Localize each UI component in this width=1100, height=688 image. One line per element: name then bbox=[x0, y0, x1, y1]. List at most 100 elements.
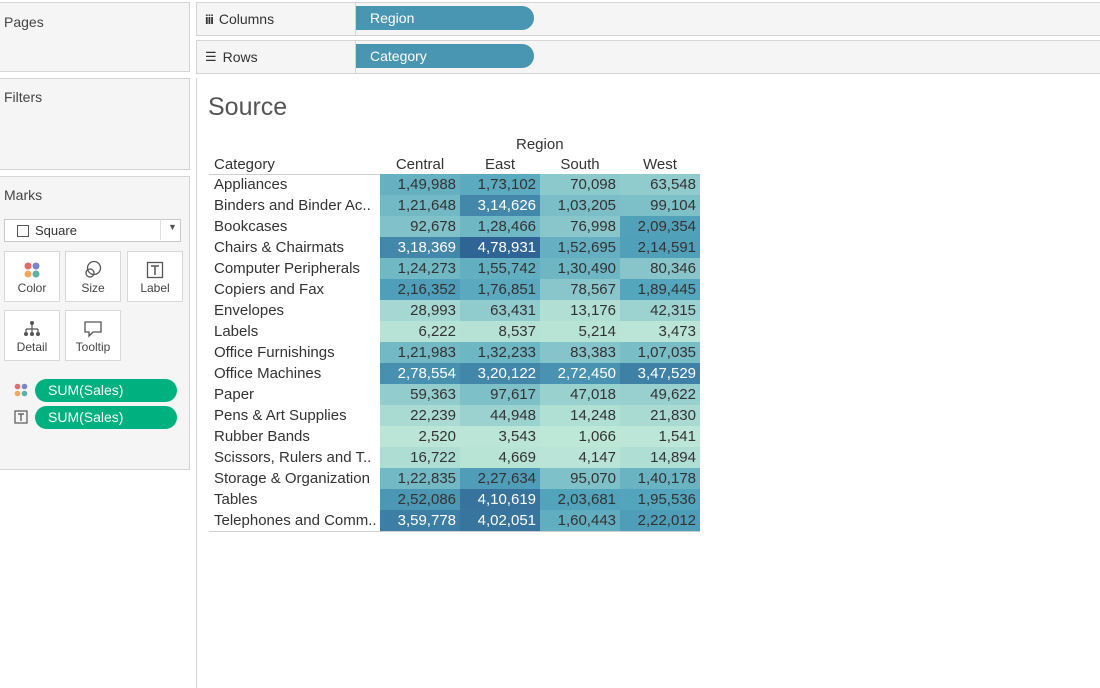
category-pill[interactable]: Category bbox=[356, 44, 534, 68]
table-cell[interactable]: 80,346 bbox=[620, 258, 700, 279]
row-header[interactable]: Copiers and Fax bbox=[214, 281, 325, 298]
table-cell[interactable]: 1,28,466 bbox=[460, 216, 540, 237]
table-cell[interactable]: 4,669 bbox=[460, 447, 540, 468]
row-header[interactable]: Pens & Art Supplies bbox=[214, 407, 347, 424]
table-cell[interactable]: 3,20,122 bbox=[460, 363, 540, 384]
columns-shelf[interactable]: iii Columns Region bbox=[196, 2, 1100, 36]
table-cell[interactable]: 1,89,445 bbox=[620, 279, 700, 300]
table-cell[interactable]: 1,95,536 bbox=[620, 489, 700, 510]
column-header-east[interactable]: East bbox=[484, 156, 515, 173]
table-cell[interactable]: 4,78,931 bbox=[460, 237, 540, 258]
label-button[interactable]: Label bbox=[127, 251, 183, 302]
size-button[interactable]: Size bbox=[65, 251, 121, 302]
row-header[interactable]: Chairs & Chairmats bbox=[214, 239, 345, 256]
table-cell[interactable]: 2,16,352 bbox=[380, 279, 460, 300]
color-button[interactable]: Color bbox=[4, 251, 60, 302]
row-header[interactable]: Envelopes bbox=[214, 302, 285, 319]
table-cell[interactable]: 21,830 bbox=[620, 405, 700, 426]
table-cell[interactable]: 1,55,742 bbox=[460, 258, 540, 279]
table-cell[interactable]: 63,431 bbox=[460, 300, 540, 321]
table-cell[interactable]: 70,098 bbox=[540, 174, 620, 195]
row-header[interactable]: Bookcases bbox=[214, 218, 288, 235]
table-cell[interactable]: 1,73,102 bbox=[460, 174, 540, 195]
table-cell[interactable]: 2,22,012 bbox=[620, 510, 700, 531]
table-cell[interactable]: 1,07,035 bbox=[620, 342, 700, 363]
table-cell[interactable]: 2,14,591 bbox=[620, 237, 700, 258]
row-header[interactable]: Binders and Binder Ac.. bbox=[214, 197, 371, 214]
mark-type-dropdown[interactable]: Square ▼ bbox=[4, 219, 181, 242]
table-cell[interactable]: 3,14,626 bbox=[460, 195, 540, 216]
table-cell[interactable]: 76,998 bbox=[540, 216, 620, 237]
table-cell[interactable]: 2,520 bbox=[380, 426, 460, 447]
table-cell[interactable]: 1,60,443 bbox=[540, 510, 620, 531]
region-pill[interactable]: Region bbox=[356, 6, 534, 30]
row-header[interactable]: Computer Peripherals bbox=[214, 260, 360, 277]
table-cell[interactable]: 1,30,490 bbox=[540, 258, 620, 279]
table-cell[interactable]: 59,363 bbox=[380, 384, 460, 405]
table-cell[interactable]: 4,10,619 bbox=[460, 489, 540, 510]
table-cell[interactable]: 78,567 bbox=[540, 279, 620, 300]
table-cell[interactable]: 3,18,369 bbox=[380, 237, 460, 258]
table-cell[interactable]: 83,383 bbox=[540, 342, 620, 363]
table-cell[interactable]: 2,09,354 bbox=[620, 216, 700, 237]
table-cell[interactable]: 2,72,450 bbox=[540, 363, 620, 384]
table-cell[interactable]: 16,722 bbox=[380, 447, 460, 468]
table-cell[interactable]: 14,248 bbox=[540, 405, 620, 426]
table-cell[interactable]: 95,070 bbox=[540, 468, 620, 489]
table-cell[interactable]: 1,76,851 bbox=[460, 279, 540, 300]
table-cell[interactable]: 47,018 bbox=[540, 384, 620, 405]
table-cell[interactable]: 1,32,233 bbox=[460, 342, 540, 363]
table-cell[interactable]: 14,894 bbox=[620, 447, 700, 468]
pages-panel[interactable]: Pages bbox=[0, 2, 190, 72]
table-cell[interactable]: 22,239 bbox=[380, 405, 460, 426]
columns-drop-area[interactable]: Region bbox=[355, 3, 1100, 35]
table-cell[interactable]: 1,541 bbox=[620, 426, 700, 447]
table-cell[interactable]: 2,78,554 bbox=[380, 363, 460, 384]
table-cell[interactable]: 49,622 bbox=[620, 384, 700, 405]
view-canvas[interactable]: Source Region Category Central East South W… bbox=[196, 78, 1100, 688]
filters-panel[interactable]: Filters bbox=[0, 78, 190, 170]
row-header[interactable]: Telephones and Comm.. bbox=[214, 512, 377, 529]
tooltip-button[interactable]: Tooltip bbox=[65, 310, 121, 361]
row-header[interactable]: Storage & Organization bbox=[214, 470, 370, 487]
table-cell[interactable]: 1,52,695 bbox=[540, 237, 620, 258]
table-cell[interactable]: 2,27,634 bbox=[460, 468, 540, 489]
row-header[interactable]: Scissors, Rulers and T.. bbox=[214, 449, 372, 466]
table-cell[interactable]: 3,543 bbox=[460, 426, 540, 447]
table-cell[interactable]: 28,993 bbox=[380, 300, 460, 321]
row-header[interactable]: Tables bbox=[214, 491, 258, 508]
table-cell[interactable]: 1,24,273 bbox=[380, 258, 460, 279]
table-cell[interactable]: 1,21,983 bbox=[380, 342, 460, 363]
table-cell[interactable]: 1,22,835 bbox=[380, 468, 460, 489]
table-cell[interactable]: 5,214 bbox=[540, 321, 620, 342]
column-header-west[interactable]: West bbox=[643, 156, 677, 173]
row-header[interactable]: Paper bbox=[214, 386, 255, 403]
row-header[interactable]: Appliances bbox=[214, 176, 288, 193]
table-cell[interactable]: 1,03,205 bbox=[540, 195, 620, 216]
table-cell[interactable]: 2,52,086 bbox=[380, 489, 460, 510]
table-cell[interactable]: 1,21,648 bbox=[380, 195, 460, 216]
row-header[interactable]: Rubber Bands bbox=[214, 428, 310, 445]
table-cell[interactable]: 3,59,778 bbox=[380, 510, 460, 531]
table-cell[interactable]: 97,617 bbox=[460, 384, 540, 405]
rows-drop-area[interactable]: Category bbox=[355, 41, 1100, 73]
label-field-pill[interactable]: SUM(Sales) bbox=[35, 406, 177, 429]
rows-shelf[interactable]: ☰ Rows Category bbox=[196, 40, 1100, 74]
table-cell[interactable]: 13,176 bbox=[540, 300, 620, 321]
table-cell[interactable]: 42,315 bbox=[620, 300, 700, 321]
table-cell[interactable]: 8,537 bbox=[460, 321, 540, 342]
color-field-pill[interactable]: SUM(Sales) bbox=[35, 379, 177, 402]
table-cell[interactable]: 4,02,051 bbox=[460, 510, 540, 531]
row-header[interactable]: Labels bbox=[214, 323, 259, 340]
row-header[interactable]: Office Furnishings bbox=[214, 344, 335, 361]
table-cell[interactable]: 1,40,178 bbox=[620, 468, 700, 489]
column-header-central[interactable]: Central bbox=[395, 156, 445, 173]
row-header[interactable]: Office Machines bbox=[214, 365, 322, 382]
column-header-south[interactable]: South bbox=[560, 156, 600, 173]
table-cell[interactable]: 4,147 bbox=[540, 447, 620, 468]
table-cell[interactable]: 92,678 bbox=[380, 216, 460, 237]
table-cell[interactable]: 1,49,988 bbox=[380, 174, 460, 195]
table-cell[interactable]: 6,222 bbox=[380, 321, 460, 342]
table-cell[interactable]: 3,473 bbox=[620, 321, 700, 342]
table-cell[interactable]: 1,066 bbox=[540, 426, 620, 447]
